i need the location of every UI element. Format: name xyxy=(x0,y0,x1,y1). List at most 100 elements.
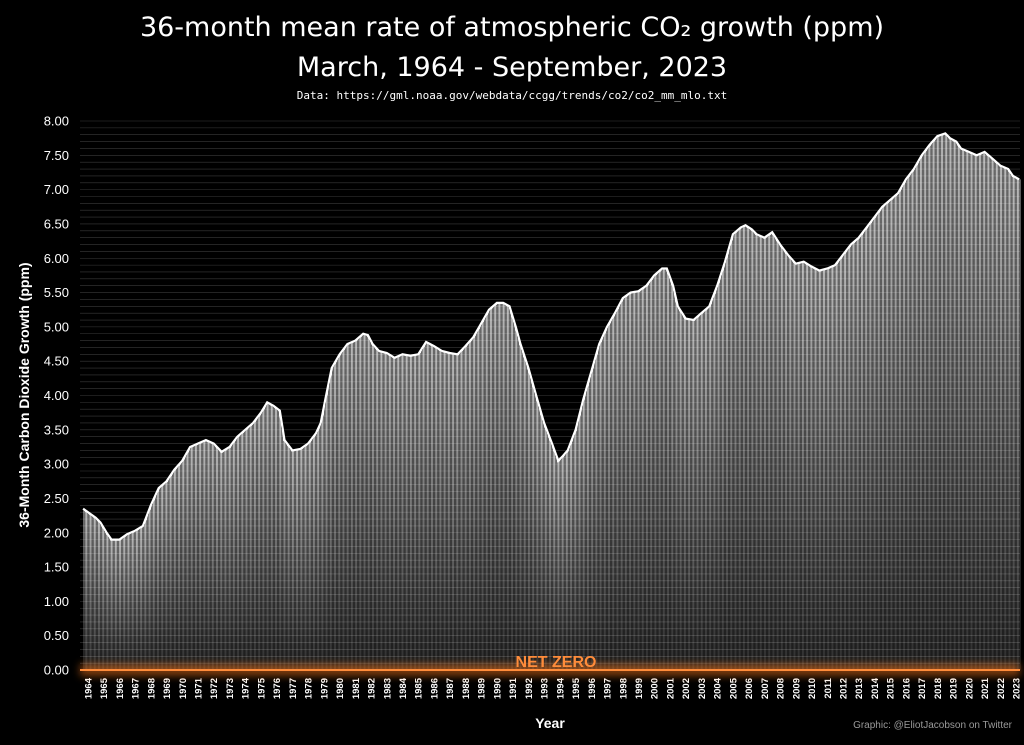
bar xyxy=(411,355,413,670)
x-tick-label: 1975 xyxy=(256,677,267,699)
bar xyxy=(100,523,102,670)
bar xyxy=(680,310,681,670)
bar xyxy=(902,183,904,670)
bar xyxy=(1007,169,1009,670)
bar xyxy=(214,444,216,670)
bar xyxy=(807,264,808,670)
bar xyxy=(701,313,702,670)
bar xyxy=(361,334,363,670)
bar xyxy=(832,266,833,670)
bar xyxy=(292,450,293,670)
bar xyxy=(543,422,545,670)
bar xyxy=(274,407,276,670)
bar xyxy=(141,526,142,670)
bar xyxy=(330,374,331,670)
x-tick-label: 1979 xyxy=(319,678,330,699)
bar xyxy=(567,450,569,670)
bar xyxy=(201,441,203,670)
bar xyxy=(389,354,390,670)
bar xyxy=(576,424,578,670)
bar xyxy=(855,239,857,670)
bar xyxy=(822,269,824,670)
x-tick-label: 1987 xyxy=(445,678,456,699)
x-tick-label: 1972 xyxy=(209,678,220,699)
bar xyxy=(374,346,376,670)
bar xyxy=(639,290,641,670)
y-tick-label: 7.50 xyxy=(44,148,69,163)
bar xyxy=(947,136,949,671)
bar xyxy=(618,305,620,670)
bar xyxy=(708,306,710,670)
bar xyxy=(136,529,137,670)
bar xyxy=(1013,176,1014,670)
bar xyxy=(353,341,355,670)
x-tick-label: 2008 xyxy=(776,678,787,699)
bar xyxy=(366,334,368,670)
bar xyxy=(745,225,747,670)
bar xyxy=(151,502,153,670)
bar xyxy=(771,232,773,671)
bar xyxy=(268,403,270,670)
bar xyxy=(568,446,570,670)
bar xyxy=(820,270,822,670)
bar xyxy=(345,345,347,670)
bar xyxy=(180,462,182,670)
bar xyxy=(303,446,305,670)
bar xyxy=(842,254,844,670)
bar xyxy=(719,277,721,670)
bar xyxy=(906,177,908,670)
bar xyxy=(172,471,174,670)
bar xyxy=(993,159,995,670)
bar xyxy=(961,149,963,671)
bar xyxy=(541,413,542,670)
x-tick-label: 1981 xyxy=(351,677,362,699)
bar xyxy=(103,527,104,670)
x-tick-label: 1969 xyxy=(162,678,173,699)
x-tick-label: 2000 xyxy=(650,678,661,699)
bar xyxy=(424,344,426,670)
bar xyxy=(263,408,264,670)
x-tick-label: 1988 xyxy=(461,678,472,699)
bar xyxy=(871,220,873,670)
bar xyxy=(685,318,687,670)
bar xyxy=(636,291,638,670)
bar xyxy=(704,309,706,670)
bar xyxy=(731,238,732,670)
y-tick-label: 4.50 xyxy=(44,354,69,369)
bar xyxy=(153,499,154,670)
y-tick-label: 8.00 xyxy=(44,114,69,129)
bar xyxy=(290,448,292,670)
y-tick-label: 3.00 xyxy=(44,457,69,472)
bar xyxy=(960,148,962,670)
bar xyxy=(159,487,161,670)
bar xyxy=(812,267,814,670)
bar xyxy=(299,449,301,670)
bar xyxy=(718,281,719,670)
bar xyxy=(678,308,680,670)
bar xyxy=(767,234,769,671)
bar xyxy=(861,234,862,670)
x-tick-label: 2016 xyxy=(901,678,912,699)
bar xyxy=(830,266,832,670)
bar xyxy=(802,262,803,670)
bar xyxy=(664,268,666,670)
bar xyxy=(809,265,811,670)
bar xyxy=(130,532,132,670)
bar xyxy=(645,285,647,670)
x-tick-label: 2009 xyxy=(791,678,802,699)
x-tick-label: 1983 xyxy=(382,678,393,699)
bar xyxy=(547,433,549,670)
bar xyxy=(187,451,188,670)
bar xyxy=(459,351,461,670)
x-tick-label: 1970 xyxy=(178,678,189,699)
bar xyxy=(505,304,507,670)
x-tick-label: 2023 xyxy=(1012,678,1023,699)
bar xyxy=(222,450,224,670)
bar xyxy=(587,385,588,670)
bar xyxy=(657,271,659,670)
bar xyxy=(1015,177,1017,670)
bar xyxy=(778,242,780,670)
bar xyxy=(217,447,219,670)
bar xyxy=(976,155,978,670)
bar xyxy=(834,265,836,670)
